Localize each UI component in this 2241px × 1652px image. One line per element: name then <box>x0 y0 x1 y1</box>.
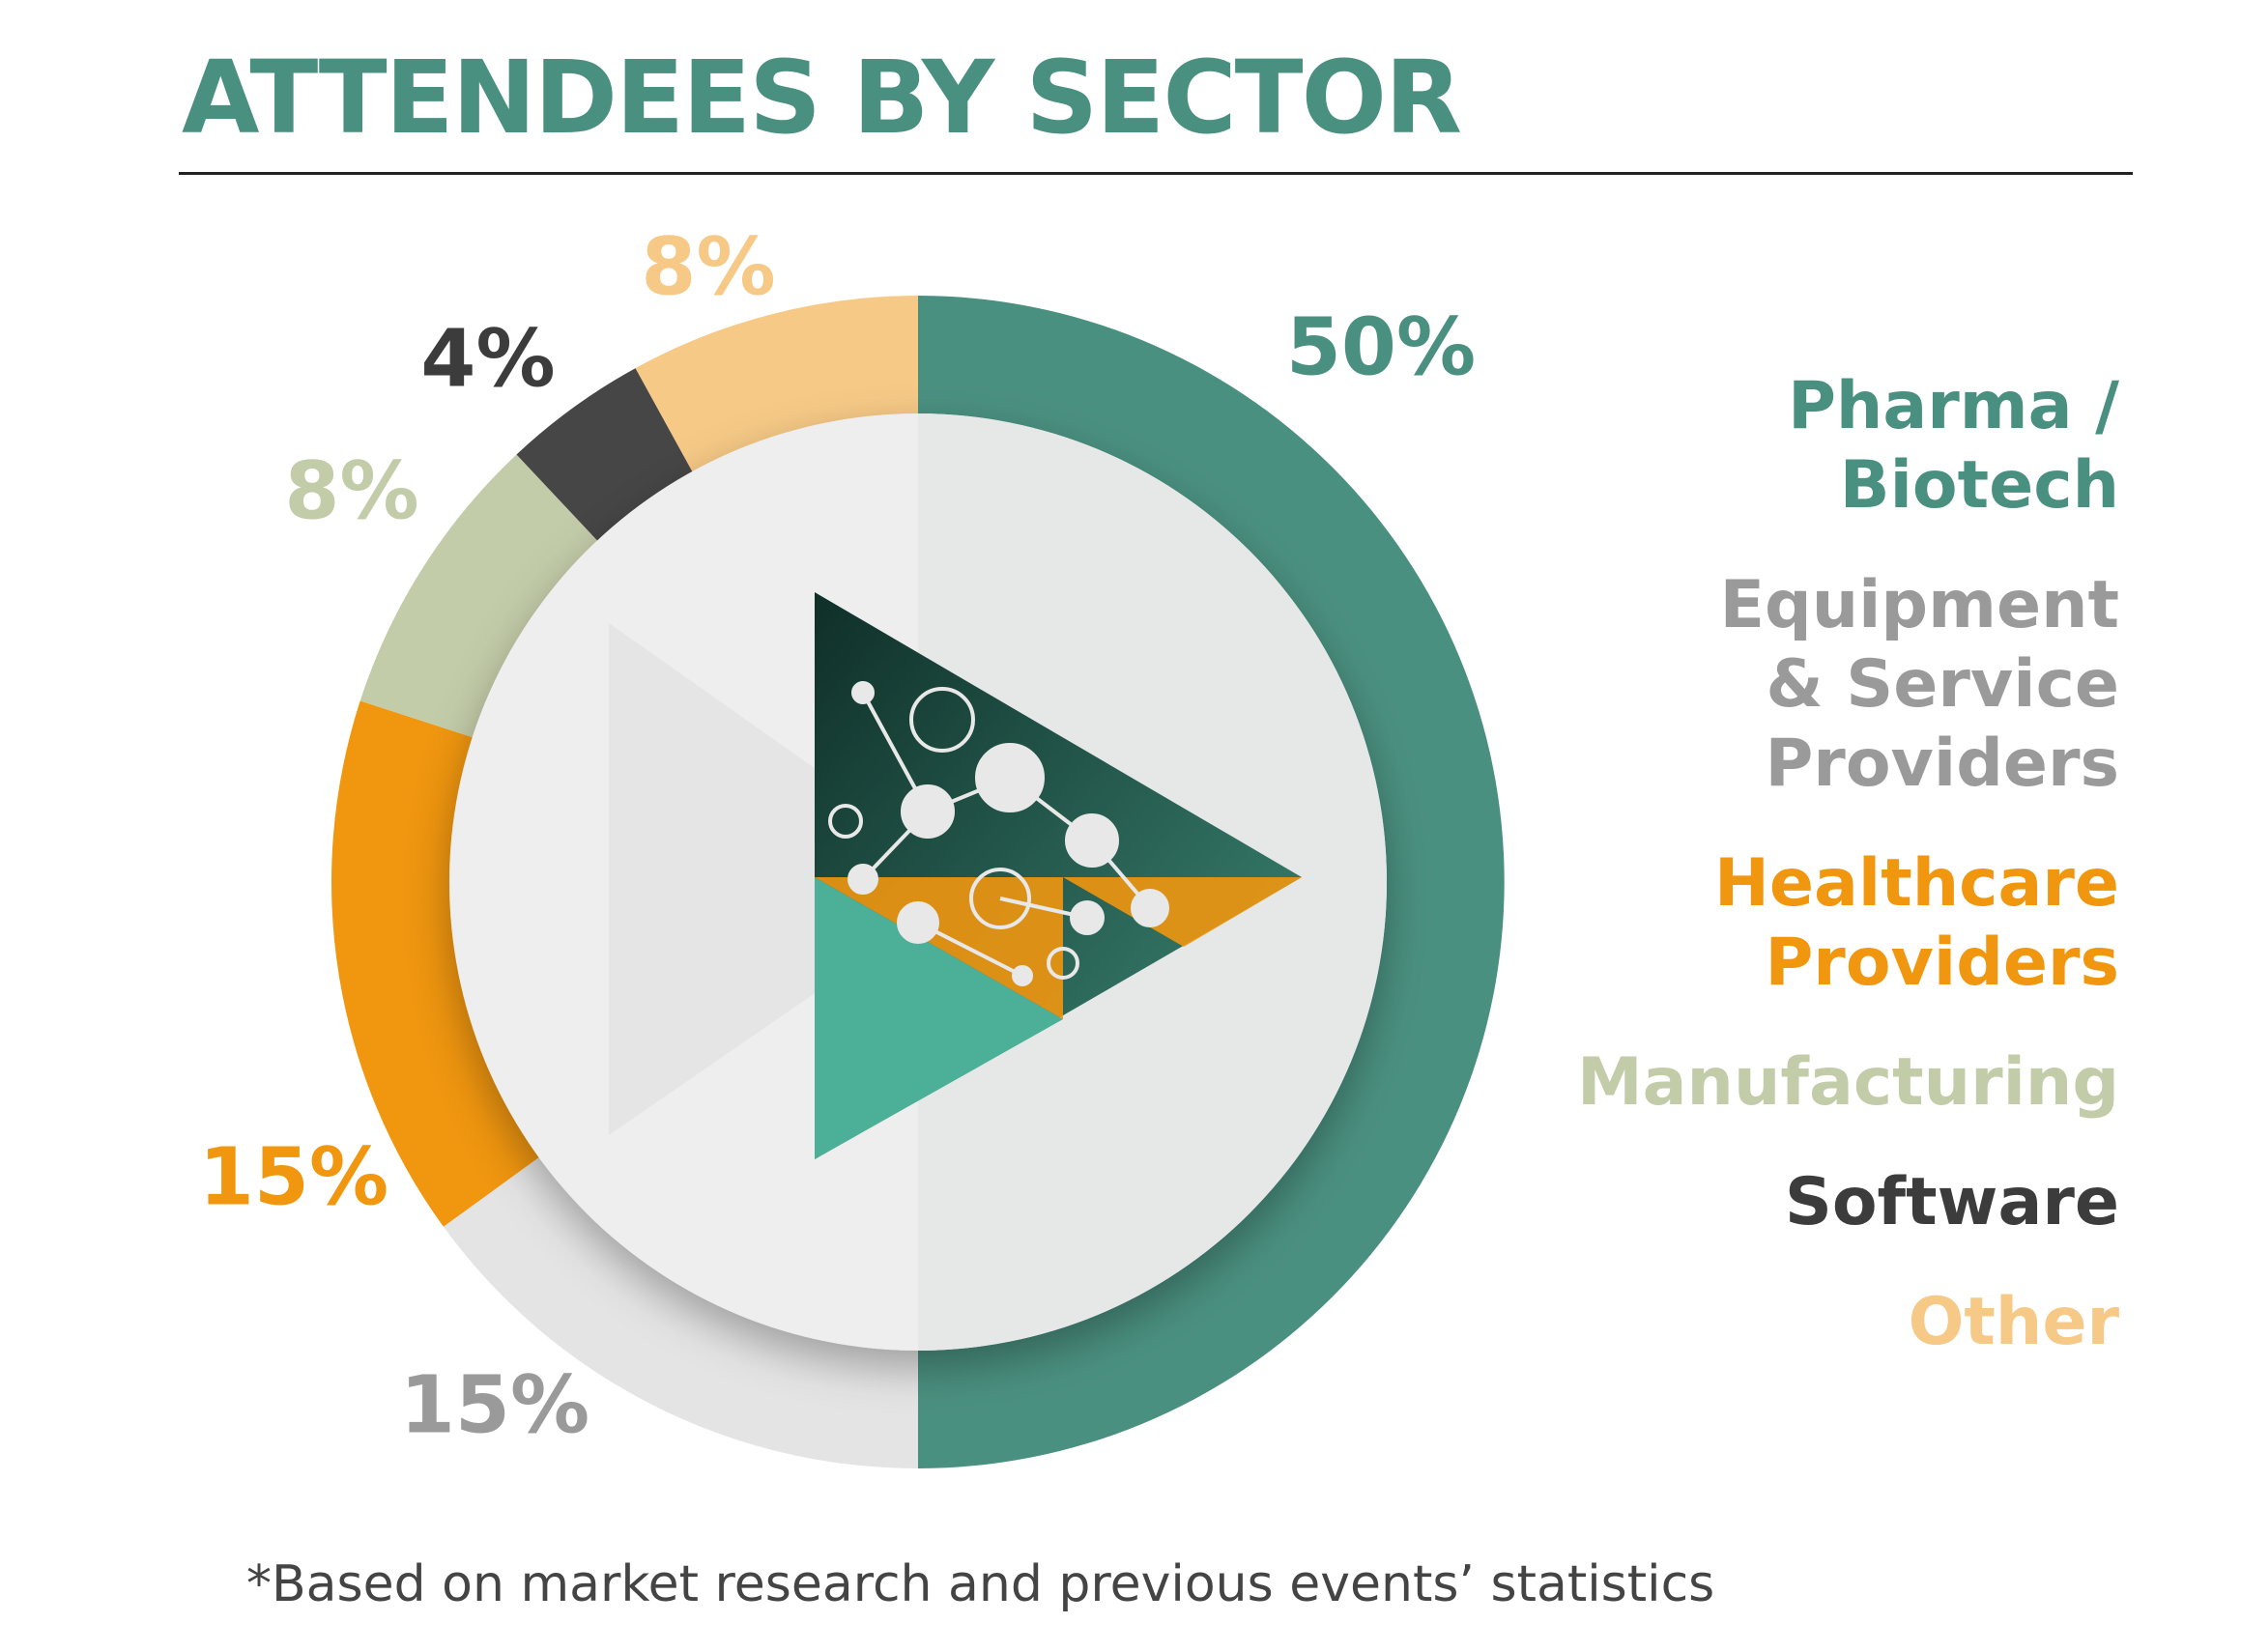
legend-entry: Manufacturing <box>1577 1044 2119 1121</box>
legend-entry: Software <box>1784 1164 2119 1240</box>
legend-entry: Equipment & Service Providers <box>1719 567 2119 802</box>
legend: Pharma / Biotech Equipment & Service Prov… <box>1577 367 2119 1403</box>
donut-slice <box>918 296 1505 1468</box>
percent-label: 15% <box>199 1131 388 1223</box>
title: ATTENDEES BY SECTOR <box>182 39 1462 157</box>
legend-entry: Pharma / Biotech <box>1788 368 2119 524</box>
donut-slice <box>635 296 918 485</box>
donut-slice <box>443 1149 918 1468</box>
percent-label: 4% <box>420 313 555 405</box>
legend-entry: Other <box>1908 1284 2119 1360</box>
footnote: *Based on market research and previous e… <box>246 1555 1715 1613</box>
center-disc <box>449 413 1387 1351</box>
title-rule <box>179 172 2133 175</box>
donut-slice <box>331 700 551 1227</box>
percent-label: 8% <box>641 221 775 313</box>
donut-slice <box>359 454 608 742</box>
legend-entry: Healthcare Providers <box>1714 845 2119 1001</box>
percent-label: 50% <box>1286 301 1476 393</box>
percent-label: 15% <box>400 1359 589 1451</box>
percent-label: 8% <box>284 445 418 537</box>
